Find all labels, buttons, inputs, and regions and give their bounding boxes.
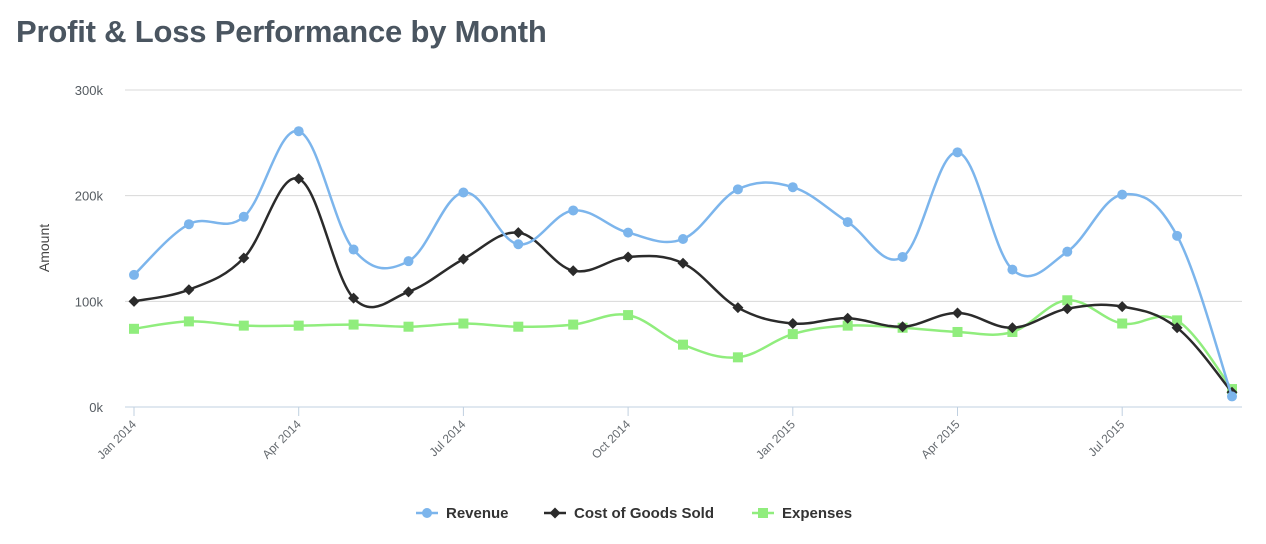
revenue-point[interactable]	[513, 239, 524, 250]
revenue-point[interactable]	[1117, 189, 1128, 200]
expenses-point[interactable]	[842, 320, 853, 331]
y-axis-ticks: 0k 100k 200k 300k	[75, 83, 104, 415]
expenses-point[interactable]	[348, 319, 359, 330]
cost-of-goods-sold-point[interactable]	[238, 252, 250, 264]
y-tick-label: 300k	[75, 83, 104, 98]
legend-item-cost-of-goods-sold[interactable]: Cost of Goods Sold	[544, 505, 714, 522]
expenses-point[interactable]	[513, 321, 524, 332]
revenue-point[interactable]	[403, 256, 414, 267]
revenue-point[interactable]	[293, 126, 304, 137]
revenue-point[interactable]	[842, 217, 853, 228]
cost-of-goods-sold-point[interactable]	[457, 253, 469, 265]
expenses-point[interactable]	[952, 326, 963, 337]
y-tick-label: 100k	[75, 294, 104, 309]
cost-of-goods-sold-point[interactable]	[128, 295, 140, 307]
legend-symbol[interactable]	[549, 507, 561, 519]
revenue-point[interactable]	[952, 147, 963, 158]
legend-item-expenses[interactable]: Expenses	[752, 505, 852, 522]
gridlines	[125, 89, 1242, 302]
cost-of-goods-sold-point[interactable]	[567, 265, 579, 277]
expenses-point[interactable]	[129, 323, 139, 334]
revenue-point[interactable]	[678, 233, 688, 244]
series-revenue	[129, 126, 1237, 402]
cost-of-goods-sold-point[interactable]	[677, 257, 689, 269]
expenses-point[interactable]	[623, 310, 634, 321]
series-lines	[128, 126, 1238, 402]
legend-item-revenue[interactable]: Revenue	[416, 505, 509, 522]
revenue-point[interactable]	[568, 205, 579, 216]
revenue-point[interactable]	[129, 269, 139, 280]
expenses-point[interactable]	[1172, 315, 1183, 326]
y-tick-label: 0k	[89, 400, 103, 415]
revenue-point[interactable]	[1062, 246, 1073, 257]
x-tick-label: Apr 2015	[918, 417, 963, 462]
cost-of-goods-sold-point[interactable]	[787, 318, 799, 330]
expenses-point[interactable]	[458, 318, 469, 329]
x-tick-label: Jan 2015	[753, 417, 798, 462]
revenue-point[interactable]	[348, 244, 359, 255]
expenses-point[interactable]	[678, 339, 688, 350]
revenue-point[interactable]	[732, 184, 743, 195]
expenses-point[interactable]	[1062, 295, 1073, 306]
revenue-point[interactable]	[183, 219, 194, 230]
x-tick-label: Jan 2014	[94, 417, 139, 462]
expenses-point[interactable]	[238, 320, 249, 331]
chart-title: Profit & Loss Performance by Month	[16, 14, 547, 49]
cost-of-goods-sold-point[interactable]	[293, 173, 305, 185]
legend-symbol[interactable]	[422, 508, 432, 518]
revenue-point[interactable]	[458, 187, 469, 198]
expenses-point[interactable]	[1117, 318, 1128, 329]
y-axis-label: Amount	[36, 224, 52, 272]
cost-of-goods-sold-point[interactable]	[1061, 303, 1073, 315]
x-tick-label: Jul 2014	[427, 417, 469, 459]
cost-of-goods-sold-point[interactable]	[403, 286, 414, 298]
revenue-point[interactable]	[623, 227, 634, 238]
revenue-point[interactable]	[897, 251, 908, 262]
x-tick-label: Apr 2014	[259, 417, 304, 462]
series-cost-of-goods-sold	[128, 173, 1238, 398]
revenue-point[interactable]	[1227, 391, 1237, 402]
expenses-point[interactable]	[183, 316, 194, 327]
y-tick-label: 200k	[75, 189, 104, 204]
cost-of-goods-sold-point[interactable]	[1006, 322, 1018, 334]
x-tick-label: Oct 2014	[589, 417, 634, 462]
cost-of-goods-sold-point[interactable]	[183, 284, 195, 296]
cost-of-goods-sold-point[interactable]	[952, 307, 963, 319]
cost-of-goods-sold-point[interactable]	[732, 302, 744, 314]
cost-of-goods-sold-point[interactable]	[622, 251, 634, 263]
cost-of-goods-sold-point[interactable]	[842, 312, 854, 324]
legend-label: Revenue	[446, 505, 509, 522]
expenses-point[interactable]	[732, 352, 743, 363]
revenue-point[interactable]	[1007, 264, 1018, 275]
cost-of-goods-sold-point[interactable]	[348, 292, 360, 304]
cost-of-goods-sold-point[interactable]	[1171, 322, 1183, 334]
revenue-point[interactable]	[1172, 230, 1183, 241]
legend-label: Expenses	[782, 505, 852, 522]
legend-label: Cost of Goods Sold	[574, 505, 714, 522]
expenses-point[interactable]	[403, 321, 414, 332]
x-axis: Jan 2014 Apr 2014 Jul 2014 Oct 2014 Jan 2015…	[94, 406, 1242, 462]
revenue-point[interactable]	[787, 182, 798, 193]
cost-of-goods-sold-line	[133, 177, 1233, 394]
x-tick-label: Jul 2015	[1085, 417, 1127, 459]
legend-symbol[interactable]	[758, 508, 768, 518]
expenses-point[interactable]	[787, 329, 798, 340]
revenue-point[interactable]	[238, 211, 249, 222]
cost-of-goods-sold-point[interactable]	[512, 227, 524, 239]
cost-of-goods-sold-point[interactable]	[897, 321, 909, 333]
legend[interactable]: Revenue Cost of Goods Sold Expenses	[416, 505, 852, 522]
expenses-point[interactable]	[568, 319, 579, 330]
expenses-point[interactable]	[293, 320, 304, 331]
cost-of-goods-sold-point[interactable]	[1116, 301, 1128, 313]
